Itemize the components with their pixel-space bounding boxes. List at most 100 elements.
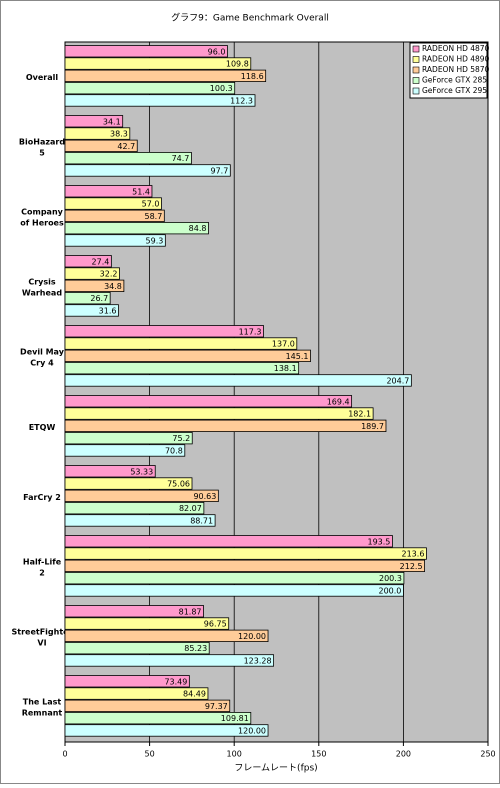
x-tick-label: 150 [311,750,326,759]
bar [64,337,298,350]
legend-box [409,42,488,99]
y-tick-label: Overall [26,73,59,82]
y-tick-label: Devil May Cry 4 [20,347,65,367]
value-label: 59.3 [146,236,164,245]
value-label: 213.6 [402,550,425,559]
value-label: 182.1 [348,410,371,419]
bar [64,477,193,490]
bar [64,431,193,445]
value-label: 189.7 [361,422,384,431]
y-tick-label: The Last Remnant [22,697,63,717]
y-tick-label: ETQW [29,423,56,432]
legend-swatch [412,87,420,95]
y-tick-label: Half-Life 2 [23,557,62,577]
bar [64,267,120,280]
value-label: 75.06 [167,480,190,489]
value-label: 38.3 [110,130,128,139]
value-label: 26.7 [90,294,108,303]
value-label: 42.7 [117,142,135,151]
bar [64,642,210,655]
value-label: 53.33 [130,467,153,476]
bar [64,82,236,95]
value-label: 100.3 [210,84,233,93]
legend-label: RADEON HD 5870 [422,65,490,74]
bar [64,514,216,527]
chart-title: グラフ9：Game Benchmark Overall [171,12,329,24]
bar [64,221,209,235]
bar [64,151,192,165]
value-label: 57.0 [142,200,160,209]
bar [64,304,119,317]
bar [64,547,427,560]
value-label: 96.0 [208,47,226,56]
value-label: 138.1 [274,364,297,373]
value-label: 212.5 [400,562,423,571]
value-label: 96.75 [204,620,227,629]
value-label: 27.4 [92,257,110,266]
legend-label: GeForce GTX 295 [422,86,487,95]
bar [64,617,230,630]
bar [64,699,231,712]
bar [64,489,219,503]
value-label: 81.87 [179,607,202,616]
value-label: 145.1 [286,352,309,361]
x-tick-label: 50 [145,750,155,759]
value-label: 82.07 [179,504,202,513]
legend-label: RADEON HD 4870 [422,44,490,53]
bar [64,291,111,305]
bar [64,419,387,433]
bar [64,209,165,223]
value-label: 120.00 [238,632,266,641]
value-label: 84.49 [183,690,206,699]
y-tick-label: Crysis Warhead [22,277,62,297]
bar [64,45,228,58]
bar [64,559,425,572]
value-label: 112.3 [230,96,253,105]
value-label: 85.23 [184,644,207,653]
x-tick-label: 250 [480,750,495,759]
bar [64,724,269,737]
bar [64,197,162,210]
value-label: 169.4 [327,397,350,406]
bar [64,164,231,177]
value-label: 120.00 [238,726,266,735]
bar [64,185,153,198]
value-label: 31.6 [99,306,117,315]
value-label: 200.3 [379,574,402,583]
bar [64,139,138,153]
legend-swatch [412,66,420,74]
y-tick-label: Company of Heroes [20,207,64,227]
y-tick-label: FarCry 2 [23,493,61,502]
bar [64,361,300,375]
bar [64,395,353,408]
legend-label: GeForce GTX 285 [422,76,487,85]
value-label: 193.5 [367,537,390,546]
bar [64,115,124,128]
value-label: 117.3 [239,327,262,336]
value-label: 123.28 [244,656,272,665]
value-label: 84.8 [189,224,207,233]
legend-swatch [412,45,420,53]
value-label: 90.63 [193,492,216,501]
bar [64,407,374,420]
bar [64,605,204,618]
bar [64,501,205,515]
value-label: 74.7 [172,154,190,163]
value-label: 97.37 [205,702,228,711]
x-tick-label: 200 [396,750,411,759]
bar [64,712,252,725]
value-label: 32.2 [100,270,118,279]
bar [64,57,252,70]
bar [64,69,267,82]
bar [64,654,274,667]
x-axis-label: フレームレート(fps) [234,763,317,774]
legend-label: RADEON HD 4890 [422,55,490,64]
value-label: 51.4 [132,187,150,196]
value-label: 75.2 [172,434,190,443]
legend-swatch [412,56,420,63]
value-label: 204.7 [386,376,409,385]
bar [64,94,256,107]
value-label: 118.6 [241,72,264,81]
value-label: 70.8 [165,446,183,455]
